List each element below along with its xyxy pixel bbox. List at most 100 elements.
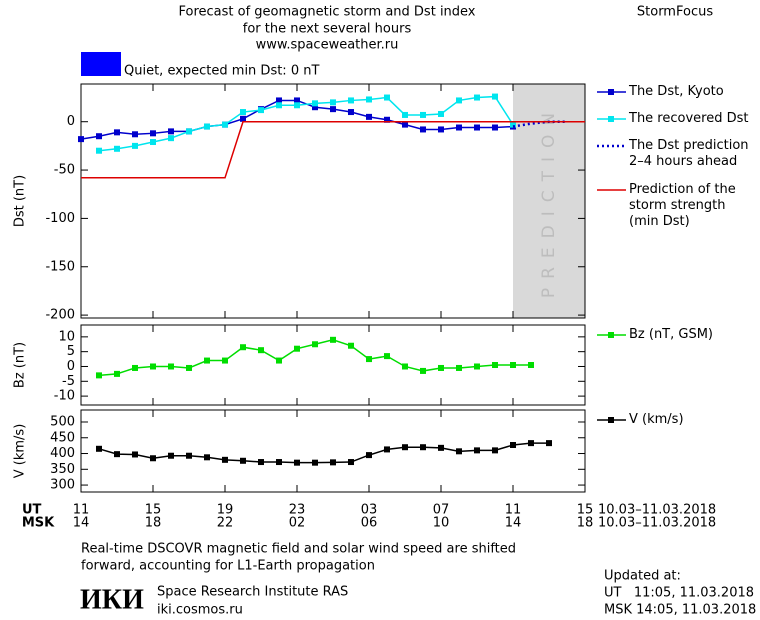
status-swatch: [81, 52, 121, 76]
data-point: [186, 364, 192, 371]
date-range: 10.03–11.03.2018: [598, 503, 716, 518]
data-point: [186, 128, 192, 135]
data-point: [384, 446, 390, 453]
data-point: [474, 447, 480, 454]
data-point: [312, 459, 318, 466]
note: forward, accounting for L1-Earth propaga…: [81, 559, 375, 574]
x-tick-label-msk: 18: [145, 516, 162, 531]
legend-label: Prediction of the storm strength (min Ds…: [629, 182, 736, 229]
x-tick-label: 11: [73, 503, 90, 518]
institute: Space Research Institute RAS: [157, 585, 348, 600]
y-tick-label: 10: [58, 329, 75, 344]
legend-label: Bz (nT, GSM): [629, 327, 714, 342]
data-point: [132, 364, 138, 371]
y-tick-label: 300: [50, 478, 75, 493]
data-point: [438, 364, 444, 371]
data-point: [258, 347, 264, 354]
data-point: [204, 454, 210, 461]
updated: MSK 14:05, 11.03.2018: [604, 603, 756, 618]
data-point: [348, 342, 354, 349]
y-tick-label: 5: [67, 344, 75, 359]
plot-frame: [80, 409, 586, 493]
data-point: [420, 126, 426, 133]
plot-frame: [80, 83, 586, 319]
data-point: [132, 451, 138, 458]
data-point: [222, 121, 228, 128]
date-range: 10.03–11.03.2018: [598, 516, 716, 531]
data-point: [150, 363, 156, 370]
data-point: [384, 353, 390, 360]
data-point: [348, 97, 354, 104]
y-tick-label: -150: [45, 259, 75, 274]
legend-label: The recovered Dst: [629, 111, 749, 126]
x-tick-label: 15: [145, 503, 162, 518]
data-point: [96, 372, 102, 379]
data-point: [438, 444, 444, 451]
data-point: [168, 135, 174, 142]
x-tick-label: 03: [361, 503, 378, 518]
brand: StormFocus: [637, 5, 713, 20]
data-point: [384, 116, 390, 123]
logo: ИКИ: [80, 584, 144, 615]
series-line: [98, 95, 514, 152]
data-point: [204, 123, 210, 130]
data-point: [330, 459, 336, 466]
data-point: [456, 448, 462, 455]
y-tick-label: 0: [67, 359, 75, 374]
data-point: [258, 459, 264, 466]
data-point: [276, 102, 282, 109]
data-point: [294, 97, 300, 104]
data-point: [330, 336, 336, 343]
data-point: [132, 142, 138, 149]
data-point: [168, 363, 174, 370]
x-tick-label-msk: 18: [577, 516, 594, 531]
data-point: [150, 130, 156, 137]
data-point: [456, 124, 462, 131]
data-point: [132, 131, 138, 138]
x-tick-label-msk: 02: [289, 516, 306, 531]
updated: UT 11:05, 11.03.2018: [604, 586, 754, 601]
y-tick-label: -100: [45, 211, 75, 226]
x-tick-label-msk: 10: [433, 516, 450, 531]
updated: Updated at:: [604, 569, 681, 584]
y-tick-label: -200: [45, 308, 75, 323]
data-point: [456, 364, 462, 371]
title: Forecast of geomagnetic storm and Dst in…: [178, 5, 475, 20]
y-tick-label: 500: [50, 414, 75, 429]
data-point: [402, 121, 408, 128]
data-point: [276, 357, 282, 364]
legend-label: The Dst, Kyoto: [629, 84, 724, 99]
y-tick-label: 400: [50, 446, 75, 461]
x-tick-label-msk: 22: [217, 516, 234, 531]
data-point: [492, 93, 498, 100]
data-point: [222, 456, 228, 463]
data-point: [402, 111, 408, 118]
legend-marker: [608, 116, 614, 122]
y-tick-label: -5: [62, 374, 75, 389]
data-point: [114, 129, 120, 136]
data-point: [402, 444, 408, 451]
prediction-label: PREDICTION: [539, 104, 559, 298]
data-point: [294, 102, 300, 109]
x-tick-label: 15: [577, 503, 594, 518]
data-point: [240, 109, 246, 116]
data-point: [114, 370, 120, 377]
status-text: Quiet, expected min Dst: 0 nT: [124, 64, 319, 79]
y-tick-label: 0: [67, 114, 75, 129]
y-axis-label: Dst (nT): [13, 175, 28, 227]
data-point: [366, 452, 372, 459]
data-point: [96, 133, 102, 140]
data-point: [456, 97, 462, 104]
data-point: [240, 344, 246, 351]
x-tick-label: 11: [505, 503, 522, 518]
data-point: [474, 124, 480, 131]
y-axis-label: Bz (nT): [13, 342, 28, 388]
data-point: [492, 447, 498, 454]
data-point: [294, 345, 300, 352]
x-tick-label: 23: [289, 503, 306, 518]
data-point: [96, 147, 102, 154]
data-point: [312, 104, 318, 111]
data-point: [366, 113, 372, 120]
prediction-zone: [513, 84, 585, 318]
